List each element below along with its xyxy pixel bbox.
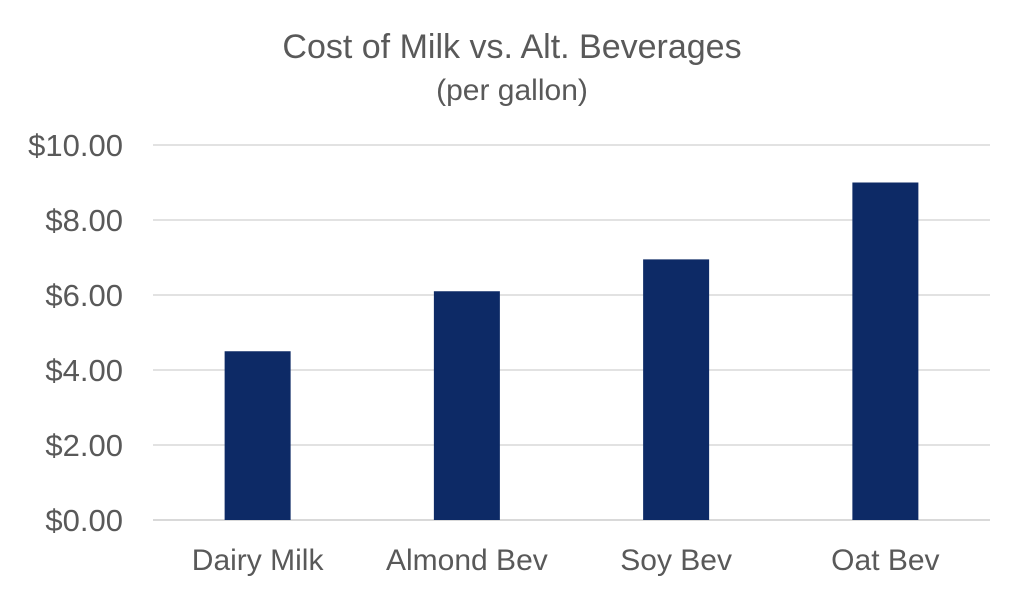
x-axis-tick-labels: Dairy Milk Almond Bev Soy Bev Oat Bev: [192, 544, 940, 577]
x-tick-label: Almond Bev: [386, 544, 548, 577]
bar-oat-bev: [852, 182, 919, 520]
y-tick-label: $8.00: [45, 203, 123, 238]
bar-soy-bev: [643, 259, 710, 520]
y-tick-label: $4.00: [45, 353, 123, 388]
chart-title: Cost of Milk vs. Alt. Beverages: [282, 28, 741, 66]
y-tick-label: $2.00: [45, 428, 123, 463]
y-tick-label: $0.00: [45, 503, 123, 538]
gridlines: [153, 144, 990, 521]
x-tick-label: Dairy Milk: [192, 544, 325, 577]
y-axis-tick-labels: $0.00 $2.00 $4.00 $6.00 $8.00 $10.00: [28, 128, 123, 538]
y-tick-label: $10.00: [28, 128, 123, 163]
chart-subtitle: (per gallon): [436, 74, 588, 107]
y-tick-label: $6.00: [45, 278, 123, 313]
x-tick-label: Oat Bev: [831, 544, 939, 577]
bar-almond-bev: [433, 291, 500, 520]
bars: [224, 182, 919, 520]
x-tick-label: Soy Bev: [620, 544, 732, 577]
bar-dairy-milk: [224, 351, 291, 520]
